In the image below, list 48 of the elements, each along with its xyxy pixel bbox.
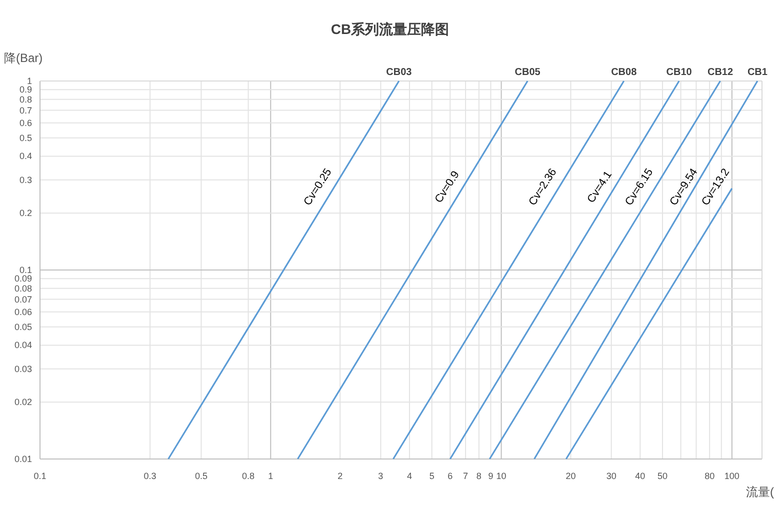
x-tick-label: 40 <box>635 471 646 481</box>
y-tick-label: 0.8 <box>19 94 32 104</box>
y-tick-label: 0.1 <box>19 265 32 275</box>
annotation: CB08 <box>611 67 638 78</box>
x-tick-label: 30 <box>606 471 616 481</box>
y-tick-label: 0.04 <box>14 340 32 350</box>
y-tick-label: 0.4 <box>19 151 32 162</box>
y-tick-label: 0.08 <box>14 283 32 294</box>
x-tick-label: 0.5 <box>194 471 208 481</box>
y-tick-label: 1 <box>26 76 32 86</box>
y-tick-label: 0.5 <box>19 132 32 143</box>
y-tick-label: 0.01 <box>14 454 32 464</box>
x-tick-label: 1 <box>268 471 274 481</box>
x-tick-label: 80 <box>704 471 715 481</box>
x-tick-label: 10 <box>496 471 506 481</box>
annotation: CB1 <box>747 67 768 78</box>
x-tick-label: 6 <box>448 471 453 481</box>
y-tick-label: 0.05 <box>14 322 32 332</box>
annotation: CB12 <box>707 67 734 78</box>
chart-title: CB系列流量压降图 <box>330 21 450 37</box>
x-tick-label: 50 <box>658 471 668 481</box>
x-tick-label: 5 <box>429 471 434 481</box>
x-tick-label: 100 <box>724 471 740 481</box>
annotation: CB05 <box>514 67 541 78</box>
x-tick-label: 8 <box>476 471 482 481</box>
x-tick-label: 2 <box>338 471 343 481</box>
annotation: CB10 <box>666 67 692 78</box>
y-tick-label: 0.7 <box>19 105 32 116</box>
x-tick-label: 0.1 <box>34 471 46 481</box>
y-tick-label: 0.09 <box>14 274 32 284</box>
y-tick-label: 0.3 <box>19 174 32 185</box>
x-tick-label: 20 <box>566 471 576 481</box>
y-tick-label: 0.2 <box>19 208 32 218</box>
x-tick-label: 0.8 <box>242 471 255 481</box>
y-tick-label: 0.6 <box>19 118 32 128</box>
x-tick-label: 4 <box>407 471 412 481</box>
y-tick-label: 0.03 <box>14 364 32 374</box>
x-tick-label: 0.3 <box>144 471 156 481</box>
annotation: CB03 <box>386 67 412 78</box>
y-axis-title: 降(Bar) <box>4 51 43 65</box>
x-axis-title: 流量( <box>746 485 774 499</box>
x-tick-label: 3 <box>378 471 384 481</box>
x-tick-label: 9 <box>488 471 494 481</box>
y-tick-label: 0.06 <box>14 306 32 317</box>
y-tick-label: 0.07 <box>14 294 32 304</box>
y-tick-label: 0.9 <box>19 84 32 95</box>
y-tick-label: 0.02 <box>14 397 32 408</box>
x-tick-label: 7 <box>463 471 468 481</box>
